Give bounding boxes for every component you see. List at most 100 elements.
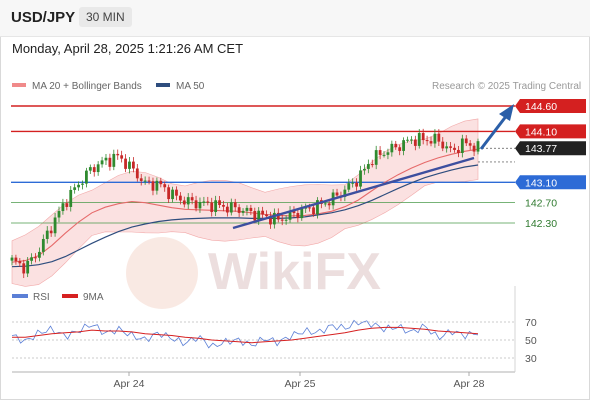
candle-body	[112, 153, 116, 167]
legend-rsi-label: RSI	[33, 292, 50, 303]
candle-body	[327, 203, 331, 206]
candle-body	[225, 206, 229, 213]
candle-body	[135, 168, 139, 179]
candle-body	[34, 257, 37, 259]
candle-body	[374, 150, 378, 165]
candle-body	[147, 180, 151, 182]
rsi-line	[11, 319, 479, 349]
watermark-text: WikiFX	[208, 243, 381, 301]
candle-body	[190, 197, 194, 201]
candle-body	[167, 187, 171, 200]
candle-body	[85, 170, 88, 184]
ma50-swatch-icon	[156, 83, 170, 88]
candle-body	[413, 139, 417, 146]
candle-body	[53, 217, 57, 234]
candle-body	[186, 197, 190, 205]
candle-body	[347, 183, 351, 190]
candle-body	[366, 164, 370, 169]
candle-body	[151, 181, 155, 191]
candle-body	[359, 170, 362, 187]
candle-body	[457, 149, 460, 154]
candle-body	[222, 204, 225, 207]
legend-ma20: MA 20 + Bollinger Bands	[12, 81, 142, 92]
candle-body	[335, 192, 339, 196]
candle-body	[237, 207, 241, 213]
candle-body	[241, 210, 245, 213]
candle-body	[77, 184, 80, 188]
candle-body	[41, 238, 45, 252]
chart-datetime: Monday, April 28, 2025 1:21:26 AM CET	[12, 41, 244, 56]
projection-arrow-icon	[499, 104, 514, 121]
x-tick-label: Apr 25	[285, 378, 316, 390]
x-tick-label: Apr 24	[114, 378, 145, 390]
price-levels	[11, 105, 515, 224]
candle-body	[214, 200, 218, 213]
candle-body	[316, 200, 319, 215]
rsi-tick-30: 30	[525, 353, 537, 365]
candle-body	[194, 200, 198, 209]
candle-body	[300, 208, 304, 219]
candle-body	[218, 200, 221, 205]
candle-body	[96, 164, 100, 173]
candle-body	[38, 251, 41, 258]
candle-body	[249, 207, 253, 211]
candle-body	[229, 202, 233, 213]
x-tick-label: Apr 28	[454, 378, 485, 390]
level-label-144.60: 144.60	[525, 101, 557, 113]
candle-body	[269, 216, 272, 225]
candle-body	[65, 203, 69, 207]
candle-body	[363, 168, 366, 171]
candle-body	[49, 230, 53, 234]
moving-averages	[11, 148, 479, 268]
level-label-143.77: 143.77	[525, 143, 557, 155]
candle-body	[261, 210, 265, 215]
candle-body	[45, 230, 49, 239]
candle-body	[61, 203, 65, 212]
candle-body	[128, 161, 131, 169]
candle-body	[116, 153, 120, 156]
candle-body	[18, 261, 22, 264]
candle-body	[92, 167, 96, 173]
candle-body	[355, 182, 359, 187]
level-label-143.10: 143.10	[525, 177, 557, 189]
ma20-line	[11, 148, 479, 263]
rsi-tick-70: 70	[525, 317, 537, 329]
candle-body	[22, 263, 26, 274]
candle-body	[433, 133, 437, 144]
candle-body	[323, 203, 327, 205]
level-tag-144.10	[515, 124, 586, 139]
candle-body	[124, 158, 127, 169]
symbol-label[interactable]: USD/JPY	[11, 9, 76, 26]
candle-body	[464, 138, 468, 144]
x-axis: Apr 24 Apr 25 Apr 28	[12, 286, 516, 390]
candles	[10, 128, 480, 279]
candle-body	[402, 140, 405, 151]
rsi-tick-50: 50	[525, 335, 537, 347]
candle-body	[280, 219, 284, 221]
candle-body	[312, 207, 315, 215]
candle-body	[265, 214, 268, 217]
level-label-144.10: 144.10	[525, 126, 557, 138]
rsi-swatch-icon	[12, 294, 28, 298]
candle-body	[233, 202, 237, 208]
candle-body	[159, 180, 163, 185]
candle-body	[390, 143, 394, 153]
chart-header: USD/JPY 30 MIN	[0, 0, 590, 37]
candle-body	[131, 161, 135, 169]
level-tag-143.77	[515, 141, 586, 156]
candle-body	[472, 145, 476, 152]
candle-body	[410, 139, 413, 141]
candle-body	[272, 212, 276, 225]
level-label-142.30: 142.30	[525, 218, 557, 230]
level-tags: 144.60 144.10 143.77 143.10 142.70 142.30	[515, 99, 586, 230]
ma50-line	[11, 164, 479, 268]
candle-body	[429, 141, 433, 144]
ma9-line	[12, 326, 479, 344]
candle-body	[245, 207, 249, 211]
candle-body	[108, 157, 112, 167]
timeframe-badge[interactable]: 30 MIN	[79, 7, 132, 27]
candle-body	[69, 189, 73, 207]
level-label-142.70: 142.70	[525, 198, 557, 210]
candle-body	[202, 201, 206, 203]
